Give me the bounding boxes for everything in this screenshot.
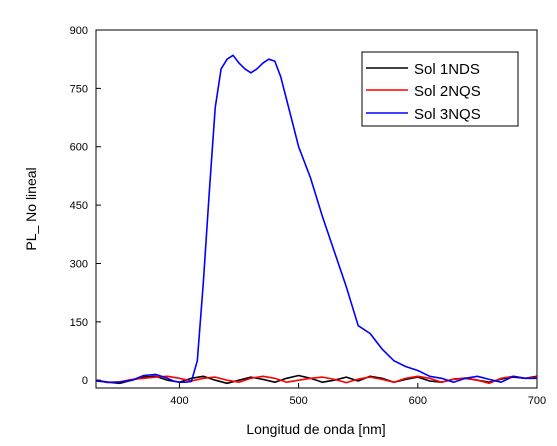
y-axis-title: PL_ No lineal [23, 167, 39, 250]
y-tick-label: 750 [70, 83, 88, 95]
y-tick-label: 300 [70, 258, 88, 270]
legend-label-series-3: Sol 3NQS [414, 106, 481, 123]
y-tick-label: 450 [70, 200, 88, 212]
y-tick-label: 900 [70, 25, 88, 37]
ticks-layer: 400 500 600 700 0 150 300 450 600 750 900 [70, 25, 547, 407]
y-tick-label: 150 [70, 317, 88, 329]
x-tick-label: 700 [528, 395, 546, 407]
legend-label-series-1: Sol 1NDS [414, 61, 480, 78]
x-tick-label: 500 [289, 395, 307, 407]
x-axis-title: Longitud de onda [nm] [246, 421, 385, 437]
legend: Sol 1NDS Sol 2NQS Sol 3NQS [361, 51, 519, 127]
y-tick-label: 600 [70, 142, 88, 154]
x-tick-label: 600 [409, 395, 427, 407]
legend-label-series-2: Sol 2NQS [414, 83, 481, 100]
y-tick-label: 0 [82, 375, 88, 387]
x-tick-label: 400 [170, 395, 188, 407]
plot-area-frame [95, 29, 538, 389]
series-layer [95, 54, 538, 385]
series-line-3 [95, 54, 537, 383]
